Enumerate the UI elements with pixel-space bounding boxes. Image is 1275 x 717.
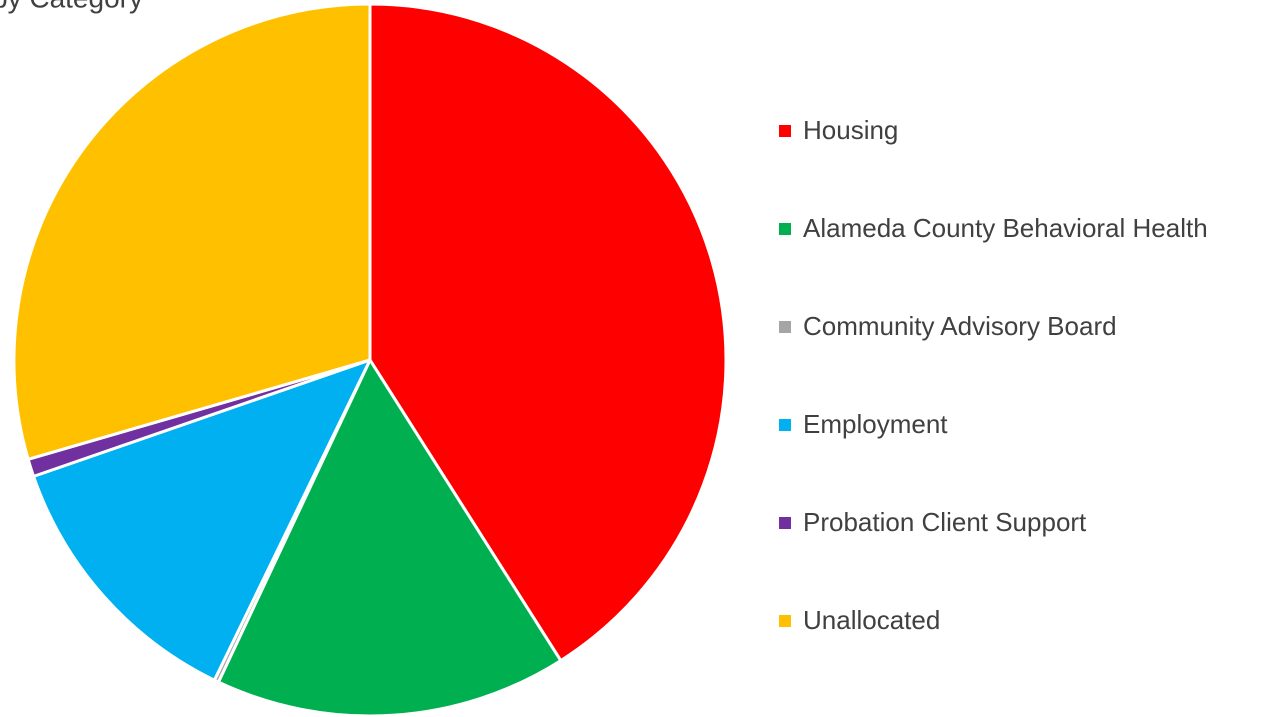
chart-title: by Category [0,0,143,13]
legend-swatch [779,321,791,333]
legend-swatch [779,419,791,431]
legend-label: Probation Client Support [803,507,1087,537]
legend-label: Employment [803,409,948,439]
legend-label: Alameda County Behavioral Health [803,213,1208,243]
pie-slice [216,358,563,717]
legend-swatch [779,517,791,529]
legend-label: Community Advisory Board [803,311,1117,341]
pie-slice [32,358,372,682]
legend-label: Housing [803,115,898,145]
legend-swatch [779,125,791,137]
pie-slice [368,2,728,663]
legend-label: Unallocated [803,605,940,635]
legend-swatch [779,223,791,235]
pie-slice [12,2,372,461]
legend-swatch [779,615,791,627]
